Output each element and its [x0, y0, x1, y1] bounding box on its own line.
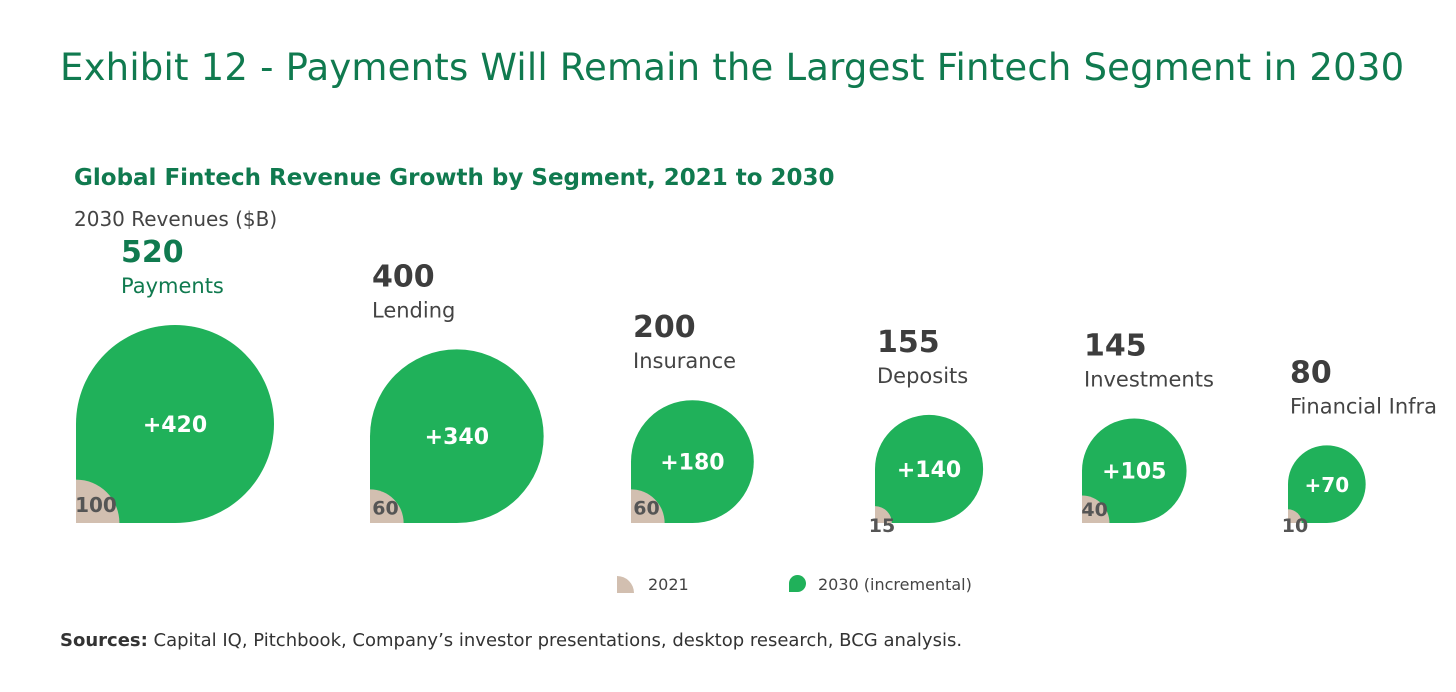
sources-text: Capital IQ, Pitchbook, Company’s investo… — [147, 630, 963, 651]
quarter-2021-3 — [875, 506, 892, 523]
value-2021-label-2: 60 — [633, 498, 659, 520]
segment-name-label-5: Financial Infra — [1290, 394, 1437, 418]
total-2030-label-4: 145 — [1084, 328, 1147, 363]
bubble-2030-3 — [875, 414, 984, 523]
sources-label: Sources: — [60, 630, 148, 651]
quarter-2021-5 — [1288, 509, 1302, 523]
bubble-2030-1 — [370, 349, 544, 523]
total-2030-label-3: 155 — [877, 325, 940, 360]
total-2030-label-2: 200 — [633, 310, 696, 345]
incremental-label-4: +105 — [1102, 460, 1166, 485]
legend-label-2030: 2030 (incremental) — [818, 575, 972, 594]
value-2021-label-5: 10 — [1282, 515, 1308, 537]
quarter-2021-4 — [1082, 495, 1110, 523]
value-2021-label-3: 15 — [869, 515, 895, 537]
incremental-label-3: +140 — [897, 458, 961, 483]
legend-swatch-2021 — [617, 576, 634, 593]
value-2021-label-4: 40 — [1081, 499, 1107, 521]
segment-name-label-2: Insurance — [633, 349, 736, 373]
bubble-2030-5 — [1288, 445, 1366, 523]
segment-name-label-1: Lending — [372, 298, 455, 322]
incremental-label-2: +180 — [660, 451, 724, 476]
quarter-2021-0 — [76, 479, 120, 523]
bubble-2030-4 — [1082, 418, 1187, 523]
legend-swatch-2030 — [789, 575, 806, 592]
bubble-2030-0 — [76, 325, 274, 523]
legend-label-2021: 2021 — [648, 575, 689, 594]
incremental-label-0: +420 — [143, 413, 207, 438]
chart-title: Global Fintech Revenue Growth by Segment… — [74, 165, 835, 191]
total-2030-label-0: 520 — [121, 235, 184, 270]
quarter-2021-1 — [370, 489, 404, 523]
value-2021-label-1: 60 — [372, 498, 398, 520]
incremental-label-5: +70 — [1305, 473, 1350, 497]
chart-subtitle: 2030 Revenues ($B) — [74, 207, 278, 231]
incremental-label-1: +340 — [425, 425, 489, 450]
exhibit-title: Exhibit 12 - Payments Will Remain the La… — [60, 46, 1405, 89]
segment-name-label-4: Investments — [1084, 367, 1214, 391]
value-2021-label-0: 100 — [75, 493, 117, 517]
quarter-2021-2 — [631, 489, 665, 523]
total-2030-label-5: 80 — [1290, 355, 1332, 390]
segment-name-label-0: Payments — [121, 274, 224, 298]
sources-note: Sources: Capital IQ, Pitchbook, Company’… — [60, 630, 962, 651]
bubble-2030-2 — [631, 400, 754, 523]
segment-name-label-3: Deposits — [877, 364, 968, 388]
total-2030-label-1: 400 — [372, 259, 435, 294]
